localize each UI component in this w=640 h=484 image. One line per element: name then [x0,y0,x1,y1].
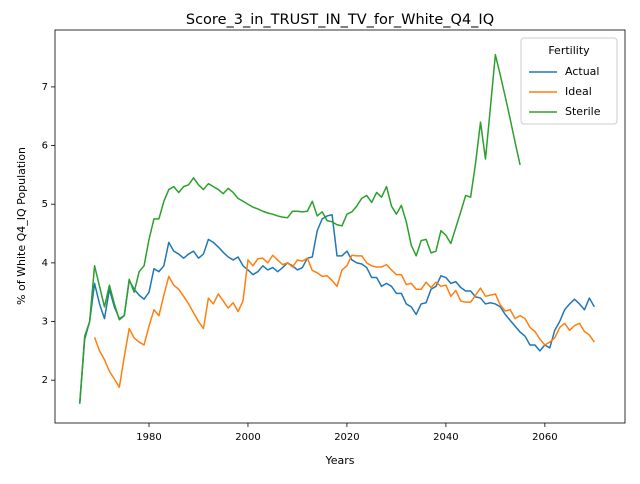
x-axis-label: Years [324,454,354,467]
series-line [78,214,595,404]
x-tick-label: 2060 [532,432,557,443]
plot-frame [54,29,626,424]
x-tick-label: 2000 [235,432,260,443]
chart-title: Score_3_in_TRUST_IN_TV_for_White_Q4_IQ [186,12,494,28]
legend-title: Fertility [548,44,590,57]
y-axis-label: % of White Q4_IQ Population [15,147,28,305]
legend-label: Sterile [565,105,601,118]
x-tick-label: 2040 [433,432,458,443]
y-tick-label: 4 [42,258,48,269]
legend-label: Ideal [565,85,592,98]
series-line [93,254,595,388]
y-tick-label: 2 [42,375,48,386]
series-line [78,53,521,404]
y-tick-label: 5 [42,199,48,210]
legend-box [520,37,618,125]
x-tick-label: 2020 [334,432,359,443]
y-tick-label: 7 [42,82,48,93]
legend-label: Actual [565,65,599,78]
x-tick-label: 1980 [136,432,161,443]
y-tick-label: 3 [42,317,48,328]
y-tick-label: 6 [42,141,48,152]
